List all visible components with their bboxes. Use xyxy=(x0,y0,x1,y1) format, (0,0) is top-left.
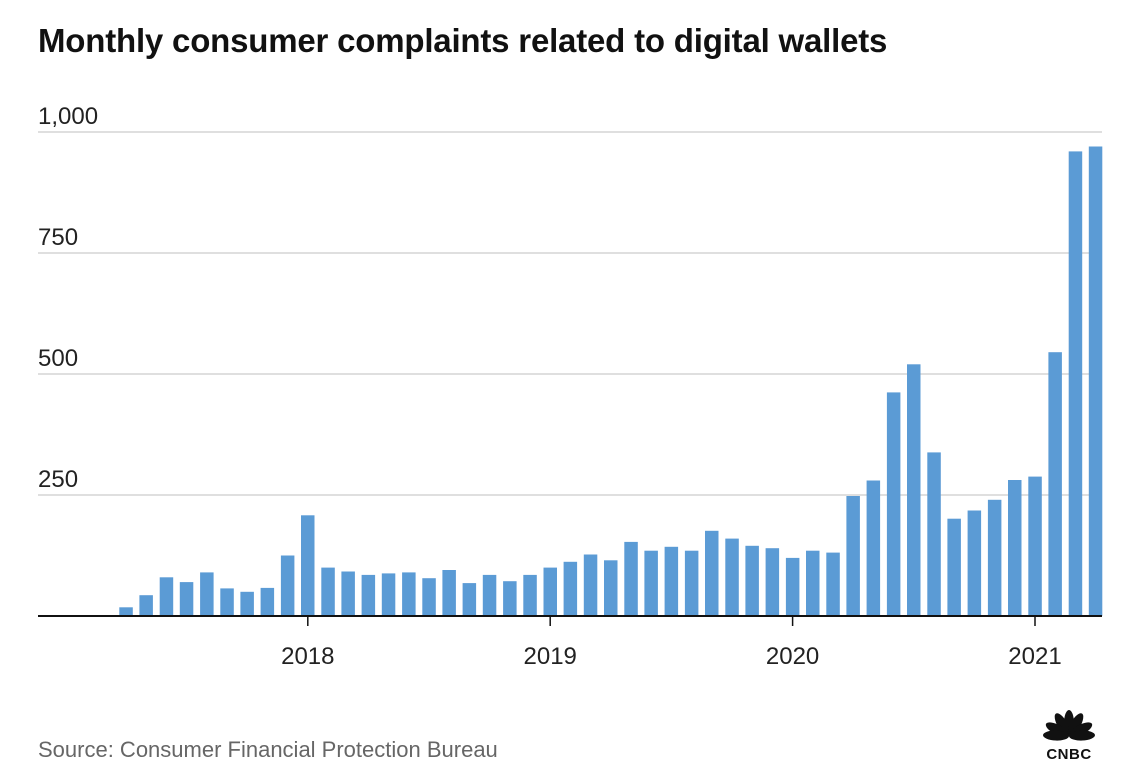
bar xyxy=(1088,146,1103,616)
bar xyxy=(563,561,578,616)
x-tick-label: 2019 xyxy=(524,643,577,670)
bar xyxy=(664,546,679,616)
bar xyxy=(866,480,881,616)
bar xyxy=(240,591,254,616)
bars xyxy=(119,146,1103,616)
bar xyxy=(705,530,719,616)
bar xyxy=(806,550,820,616)
x-tick-label: 2018 xyxy=(281,643,334,670)
bar xyxy=(119,607,133,616)
x-axis-ticks: 2018 2019 2020 2021 xyxy=(281,616,1062,670)
y-tick-label: 1,000 xyxy=(38,103,98,130)
bar xyxy=(179,582,194,616)
bar xyxy=(220,588,234,616)
bar xyxy=(200,572,214,616)
bar xyxy=(482,574,497,616)
bar xyxy=(1068,151,1083,616)
y-tick-label: 500 xyxy=(38,345,78,372)
x-tick-label: 2021 xyxy=(1008,643,1061,670)
source-note: Source: Consumer Financial Protection Bu… xyxy=(38,737,498,762)
y-tick-label: 750 xyxy=(38,224,78,251)
bar xyxy=(503,581,517,616)
bar xyxy=(543,567,557,616)
bar xyxy=(361,574,376,616)
bar xyxy=(159,577,174,616)
bar xyxy=(604,560,618,616)
bar xyxy=(442,570,456,616)
bar xyxy=(301,515,315,616)
bar xyxy=(745,545,759,616)
gridlines xyxy=(38,131,1102,496)
bar xyxy=(846,496,860,616)
bar xyxy=(462,583,477,616)
bar xyxy=(967,510,982,616)
bar xyxy=(1028,476,1042,616)
bar xyxy=(1048,352,1062,616)
bar xyxy=(725,538,739,616)
y-tick-label: 250 xyxy=(38,466,78,493)
bar xyxy=(644,550,658,616)
bar xyxy=(402,572,416,616)
bar xyxy=(280,555,295,616)
y-axis-labels: 250 500 750 1,000 xyxy=(38,103,98,493)
bar xyxy=(624,541,638,616)
bar xyxy=(907,364,921,616)
bar xyxy=(523,574,537,616)
bar xyxy=(886,392,901,616)
bar-chart: 250 500 750 1,000 2018 2019 2020 2021 xyxy=(38,103,1103,670)
bar xyxy=(947,518,961,616)
bar xyxy=(341,571,355,616)
x-tick-label: 2020 xyxy=(766,643,819,670)
bar xyxy=(422,578,436,616)
logo-text: CNBC xyxy=(1046,746,1091,762)
chart-title: Monthly consumer complaints related to d… xyxy=(38,22,888,59)
bar xyxy=(139,595,153,616)
bar xyxy=(927,452,941,616)
bar xyxy=(987,499,1002,616)
bar xyxy=(321,567,335,616)
bar xyxy=(260,587,275,616)
bar xyxy=(785,557,800,616)
bar xyxy=(1008,480,1022,616)
cnbc-peacock-icon: CNBC xyxy=(1043,710,1095,762)
bar xyxy=(381,573,396,616)
bar xyxy=(765,548,780,616)
bar xyxy=(583,554,598,616)
bar xyxy=(826,552,840,616)
bar xyxy=(684,550,699,616)
